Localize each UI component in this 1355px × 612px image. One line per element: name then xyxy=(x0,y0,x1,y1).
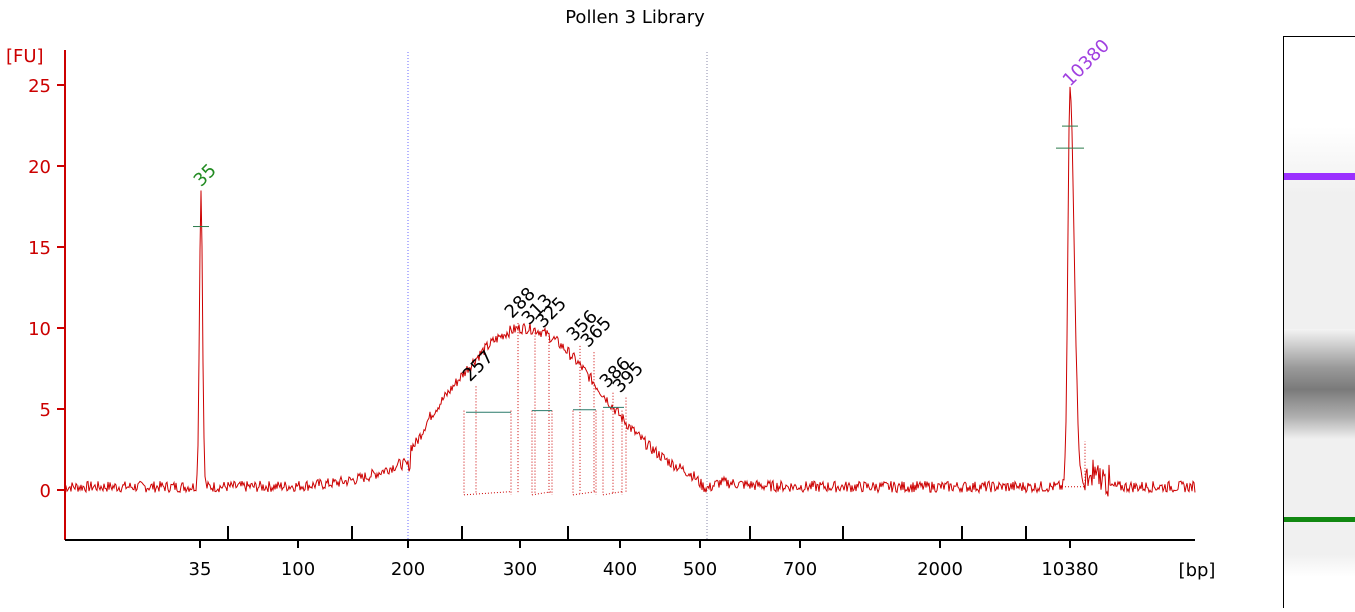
x-tick-label: 10380 xyxy=(1041,559,1098,580)
y-tick-label: 5 xyxy=(40,400,51,421)
y-tick-label: 25 xyxy=(28,76,51,97)
signal-trace xyxy=(64,86,1196,497)
gel-lane xyxy=(1284,127,1355,577)
integration-box xyxy=(463,491,512,496)
x-tick-label: 300 xyxy=(503,559,537,580)
x-tick-label: 700 xyxy=(783,559,817,580)
x-tick-label: 200 xyxy=(391,559,425,580)
integration-box xyxy=(602,491,623,496)
x-tick-label: 500 xyxy=(683,559,717,580)
axes: [FU] 0 5 10 15 20 25 35 100 200 300 400 500 700 2000 10… xyxy=(6,46,1215,581)
integration-box xyxy=(531,491,553,496)
library-peak-label: 257 xyxy=(459,347,498,386)
x-tick-label: 2000 xyxy=(917,559,963,580)
x-tick-label: 35 xyxy=(189,559,212,580)
y-tick-label: 15 xyxy=(28,238,51,259)
x-tick-label: 100 xyxy=(281,559,315,580)
x-axis-label: [bp] xyxy=(1179,560,1216,581)
trace xyxy=(64,86,1196,497)
marker-peak-label: 10380 xyxy=(1059,35,1114,90)
y-axis-label: [FU] xyxy=(6,46,44,67)
electropherogram-plot: [FU] 0 5 10 15 20 25 35 100 200 300 400 500 700 2000 10… xyxy=(6,35,1215,581)
x-tick-label: 400 xyxy=(603,559,637,580)
chart-title: Pollen 3 Library xyxy=(565,7,705,28)
gel-smear-band xyxy=(1284,329,1355,439)
marker-peak-label: 35 xyxy=(190,160,221,191)
gel-lower-marker-band xyxy=(1284,517,1355,522)
gel-image xyxy=(1283,36,1355,608)
integration-box xyxy=(572,491,597,496)
y-tick-label: 10 xyxy=(28,319,51,340)
y-tick-label: 20 xyxy=(28,157,51,178)
y-tick-label: 0 xyxy=(40,481,51,502)
gel-upper-marker-band xyxy=(1284,173,1355,180)
